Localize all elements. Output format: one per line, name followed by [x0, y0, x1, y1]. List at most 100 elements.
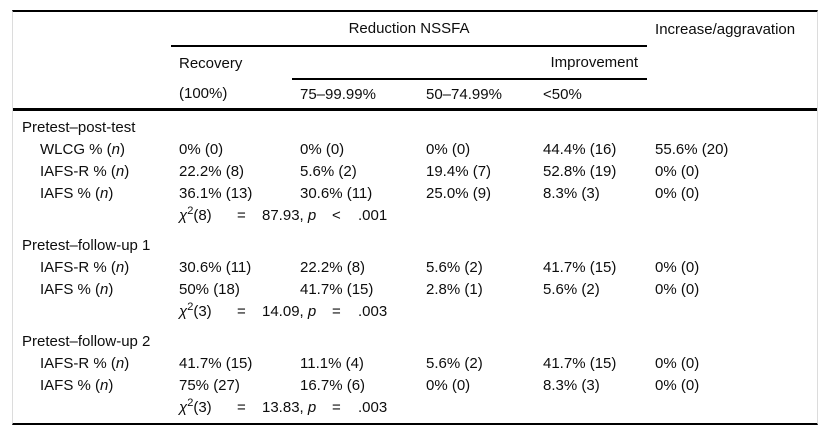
column-header-75-99: 75–99.99%: [292, 79, 418, 111]
measure-name: IAFS: [40, 376, 74, 394]
equals-sign: =: [237, 398, 246, 416]
chi-square-stat: χ2(3) = 14.09, p = .003: [171, 300, 817, 322]
chi-exponent: 2: [187, 204, 194, 217]
empty-cell: [13, 204, 171, 226]
empty-cell: [13, 396, 171, 423]
table-row: IAFS-R % (n) 22.2% (8) 5.6% (2) 19.4% (7…: [13, 160, 817, 182]
table-row: IAFS % (n) 50% (18) 41.7% (15) 2.8% (1) …: [13, 278, 817, 300]
data-cell: 41.7% (15): [300, 280, 374, 298]
data-cell: 30.6% (11): [300, 184, 373, 202]
section-title-row: Pretest–follow-up 1: [13, 226, 817, 256]
column-header-increase-aggravation: Increase/aggravation: [655, 20, 796, 38]
data-cell: 16.7% (6): [300, 376, 366, 394]
column-header-lt50: <50%: [535, 79, 648, 111]
row-label: IAFS % (n): [13, 278, 171, 300]
header-row-sub: Recovery Improvement: [13, 46, 817, 80]
p-operator: =: [332, 398, 341, 416]
label-suffix-close: ): [124, 258, 130, 276]
data-cell: 0% (0): [426, 376, 471, 394]
label-suffix-close: ): [120, 140, 126, 158]
empty-header-cell: [647, 46, 817, 79]
chi-value: 14.09,: [262, 302, 304, 320]
chi-df: (3): [193, 398, 212, 416]
row-label: IAFS-R % (n): [13, 352, 171, 374]
table-row: IAFS-R % (n) 30.6% (11) 22.2% (8) 5.6% (…: [13, 256, 817, 278]
section-title: Pretest–follow-up 2: [22, 332, 151, 350]
equals-sign: =: [237, 206, 246, 224]
header-row-group: Reduction NSSFA Increase/aggravation: [13, 12, 817, 47]
table-row: IAFS-R % (n) 41.7% (15) 11.1% (4) 5.6% (…: [13, 352, 817, 374]
measure-name: WLCG: [40, 140, 85, 158]
header-row-ranges: (100%) 75–99.99% 50–74.99% <50%: [13, 79, 818, 111]
row-label: IAFS-R % (n): [13, 256, 171, 278]
label-suffix-close: ): [108, 184, 114, 202]
section-title-row: Pretest–follow-up 2: [13, 322, 817, 352]
label-suffix: % (: [73, 184, 101, 202]
p-symbol: p: [307, 302, 317, 320]
data-cell: 8.3% (3): [543, 376, 600, 394]
chi-df: (3): [193, 302, 212, 320]
data-cell: 0% (0): [655, 280, 700, 298]
data-cell: 30.6% (11): [179, 258, 252, 276]
data-cell: 5.6% (2): [300, 162, 357, 180]
p-operator: =: [332, 302, 341, 320]
nssfa-outcome-table: Reduction NSSFA Increase/aggravation Rec…: [13, 12, 818, 423]
label-suffix-close: ): [124, 162, 130, 180]
chi-square-row: χ2(8) = 87.93, p < .001: [13, 204, 817, 226]
n-symbol: n: [115, 354, 125, 372]
chi-value-p: 14.09, p: [262, 303, 332, 320]
chi-symbol: χ: [179, 206, 188, 224]
p-value: .003: [358, 302, 388, 320]
data-cell: 5.6% (2): [426, 258, 483, 276]
subheader-recovery: Recovery: [179, 54, 243, 72]
data-cell: 41.7% (15): [543, 258, 617, 276]
label-suffix-close: ): [124, 354, 130, 372]
section-title: Pretest–follow-up 1: [22, 236, 151, 254]
measure-name: IAFS-R: [40, 354, 90, 372]
label-suffix-close: ): [108, 280, 114, 298]
measure-name: IAFS-R: [40, 258, 90, 276]
chi-term: χ2(3): [179, 301, 237, 320]
chi-exponent: 2: [187, 396, 194, 409]
chi-square-row: χ2(3) = 13.83, p = .003: [13, 396, 817, 423]
label-suffix: % (: [89, 162, 116, 180]
label-suffix: % (: [73, 376, 101, 394]
data-cell: 0% (0): [426, 140, 471, 158]
data-cell: 25.0% (9): [426, 184, 492, 202]
equals-sign: =: [237, 302, 246, 320]
n-symbol: n: [100, 376, 109, 394]
chi-square-row: χ2(3) = 14.09, p = .003: [13, 300, 817, 322]
label-suffix: % (: [73, 280, 101, 298]
data-cell: 0% (0): [300, 140, 345, 158]
chi-value: 87.93,: [262, 206, 304, 224]
row-label: IAFS % (n): [13, 182, 171, 204]
measure-name: IAFS: [40, 184, 74, 202]
data-cell: 52.8% (19): [543, 162, 617, 180]
data-cell: 0% (0): [179, 140, 224, 158]
chi-symbol: χ: [179, 398, 188, 416]
table-row: WLCG % (n) 0% (0) 0% (0) 0% (0) 44.4% (1…: [13, 138, 817, 160]
chi-term: χ2(3): [179, 396, 237, 416]
empty-cell: [13, 300, 171, 322]
data-cell: 22.2% (8): [300, 258, 366, 276]
p-value: .001: [358, 206, 388, 224]
empty-header-cell: [647, 79, 818, 111]
column-header-50-74: 50–74.99%: [418, 79, 535, 111]
section-title: Pretest–post-test: [22, 118, 136, 136]
label-suffix: % (: [89, 354, 116, 372]
chi-term: χ2(8): [179, 204, 237, 224]
measure-name: IAFS: [40, 280, 74, 298]
empty-header-cell: [13, 12, 171, 46]
table-row: IAFS % (n) 36.1% (13) 30.6% (11) 25.0% (…: [13, 182, 817, 204]
data-cell: 55.6% (20): [655, 140, 729, 158]
chi-value-p: 13.83, p: [262, 399, 332, 416]
empty-header-cell: [13, 79, 171, 111]
data-cell: 0% (0): [655, 184, 700, 202]
chi-df: (8): [193, 206, 212, 224]
data-cell: 75% (27): [179, 376, 240, 394]
p-symbol: p: [307, 206, 317, 224]
column-group-reduction-nssfa: Reduction NSSFA: [171, 12, 648, 47]
chi-square-stat: χ2(3) = 13.83, p = .003: [171, 396, 817, 423]
label-suffix: % (: [89, 258, 116, 276]
label-suffix: % (: [85, 140, 112, 158]
